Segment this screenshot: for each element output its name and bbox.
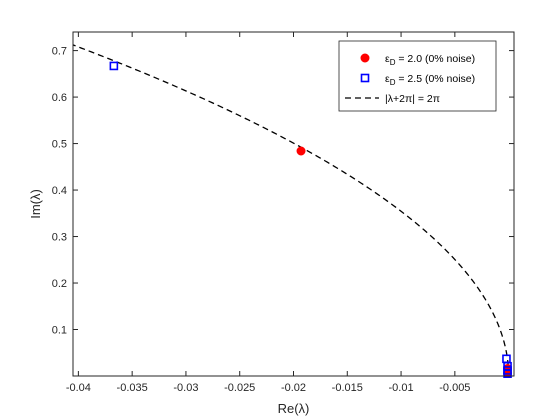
reference-curve [73,44,510,376]
y-tick-label: 0.2 [52,278,67,290]
x-tick-label: -0.03 [173,382,198,394]
y-tick-label: 0.5 [52,139,67,151]
legend: εD = 2.0 (0% noise) εD = 2.5 (0% noise) |λ… [338,40,497,112]
x-tick-label: -0.025 [224,382,255,394]
axes: -0.04 -0.035 -0.03 -0.025 -0.02 -0.015 -0.01 -0… [52,31,515,394]
data-point-series2-5 [503,369,512,378]
legend-marker-series1 [360,53,370,63]
legend-label-series3: |λ+2π| = 2π [385,93,440,105]
x-tick-label: -0.015 [332,382,363,394]
y-tick-label: 0.1 [52,325,67,337]
x-axis-label: Re(λ) [278,401,310,416]
data-point-series1-1 [296,146,306,156]
x-tick-label: -0.04 [66,382,91,394]
y-axis-label: Im(λ) [28,189,43,219]
x-tick-label: -0.005 [439,382,470,394]
legend-box [338,40,497,112]
data-point-series2-1 [109,61,119,71]
y-tick-label: 0.4 [52,185,67,197]
y-tick-label: 0.7 [52,46,67,58]
legend-label-series2: εD = 2.5 (0% noise) [385,73,475,87]
x-tick-label: -0.035 [117,382,148,394]
legend-label-series1: εD = 2.0 (0% noise) [385,53,475,67]
plot-content [73,44,510,376]
legend-marker-series2 [360,73,370,83]
x-tick-label: -0.01 [389,382,414,394]
x-tick-label: -0.02 [281,382,306,394]
y-tick-label: 0.3 [52,232,67,244]
y-tick-label: 0.6 [52,92,67,104]
